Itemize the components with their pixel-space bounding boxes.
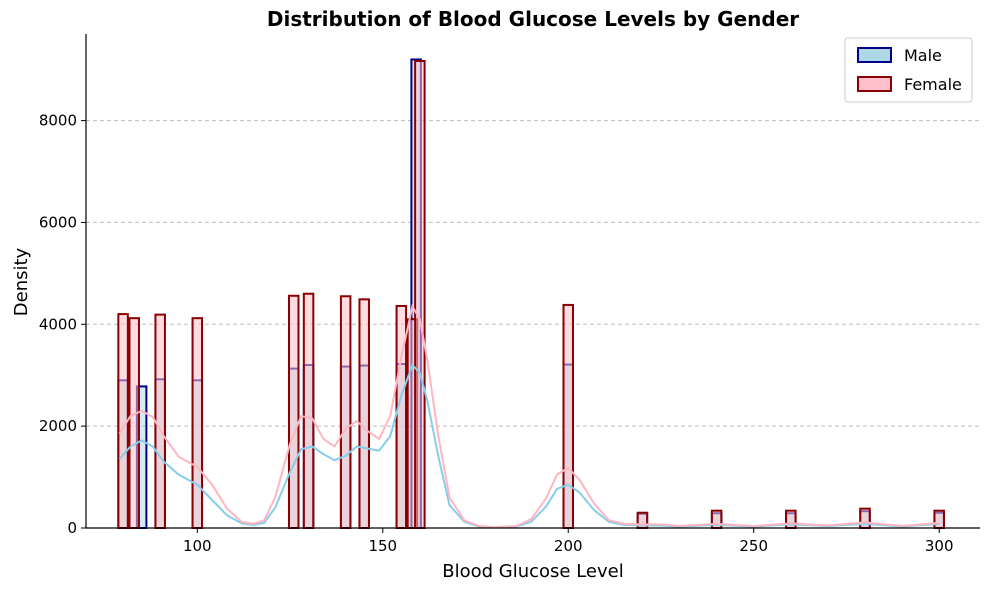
histogram-bar-female <box>191 317 204 529</box>
legend-label-male: Male <box>904 46 942 65</box>
y-gridlines <box>86 120 980 427</box>
y-tick-label: 8000 <box>39 112 77 130</box>
histogram-bar-female <box>287 294 300 529</box>
tick-labels: 100 150 200 250 300 0 2000 4000 6000 8000 <box>39 112 954 555</box>
histogram-bar-female <box>339 295 352 529</box>
histogram-bar-female <box>414 59 426 529</box>
histogram-bar-female <box>358 298 370 529</box>
kde-curves <box>118 303 940 529</box>
x-tick-label: 150 <box>368 537 397 555</box>
legend-swatch-female <box>857 76 892 92</box>
chart-title: Distribution of Blood Glucose Levels by … <box>267 7 799 31</box>
histogram-bars <box>117 58 945 530</box>
histogram-bar-female <box>128 317 140 529</box>
histogram-bar-female <box>302 292 315 529</box>
x-tick-label: 300 <box>925 537 954 555</box>
histogram-bar-female <box>562 303 574 530</box>
y-tick-label: 0 <box>67 519 77 537</box>
legend-label-female: Female <box>904 75 962 94</box>
kde-curve-female <box>118 303 940 529</box>
kde-curve-male <box>118 363 940 529</box>
x-axis-title: Blood Glucose Level <box>442 561 623 582</box>
x-tick-label: 200 <box>554 537 583 555</box>
y-axis-title: Density <box>11 247 32 316</box>
legend: Male Female <box>844 37 973 103</box>
histogram-bar-female <box>933 509 945 530</box>
x-tick-label: 100 <box>183 537 212 555</box>
y-tick-label: 6000 <box>39 213 77 231</box>
histogram-bar-female <box>154 313 166 529</box>
x-tick-label: 250 <box>739 537 768 555</box>
legend-swatch-male <box>857 47 892 63</box>
axes <box>85 34 980 529</box>
y-tick-label: 2000 <box>39 417 77 435</box>
y-tick-label: 4000 <box>39 315 77 333</box>
